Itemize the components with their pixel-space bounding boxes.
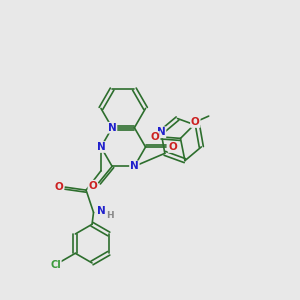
Text: O: O [150, 132, 159, 142]
Text: N: N [97, 142, 105, 152]
Text: N: N [108, 123, 116, 133]
Text: N: N [130, 161, 139, 171]
Text: H: H [106, 211, 114, 220]
Text: O: O [54, 182, 63, 192]
Text: O: O [191, 117, 200, 127]
Text: O: O [169, 142, 177, 152]
Text: Cl: Cl [50, 260, 61, 270]
Text: N: N [157, 127, 166, 137]
Text: O: O [88, 181, 97, 191]
Text: N: N [98, 206, 106, 216]
